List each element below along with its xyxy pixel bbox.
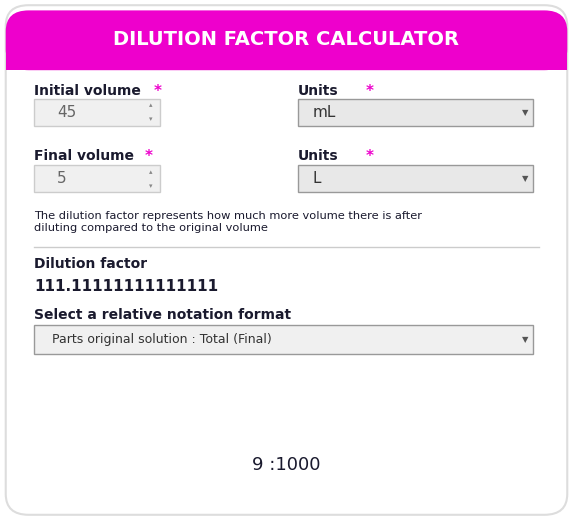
Text: mL: mL — [312, 105, 336, 120]
Text: The dilution factor represents how much more volume there is after: The dilution factor represents how much … — [34, 211, 422, 222]
FancyBboxPatch shape — [34, 325, 533, 354]
FancyBboxPatch shape — [298, 165, 533, 192]
Text: ▼: ▼ — [521, 108, 528, 117]
Text: Dilution factor: Dilution factor — [34, 257, 147, 271]
Text: ▴: ▴ — [149, 102, 152, 109]
Text: DILUTION FACTOR CALCULATOR: DILUTION FACTOR CALCULATOR — [113, 30, 460, 49]
Text: ▼: ▼ — [521, 334, 528, 344]
Text: 45: 45 — [57, 105, 77, 120]
Text: Initial volume: Initial volume — [34, 84, 142, 98]
Text: Select a relative notation format: Select a relative notation format — [34, 308, 292, 321]
FancyBboxPatch shape — [34, 165, 160, 192]
Text: *: * — [366, 149, 374, 163]
FancyBboxPatch shape — [298, 99, 533, 126]
Text: ▾: ▾ — [149, 183, 152, 189]
FancyBboxPatch shape — [6, 5, 567, 515]
Text: ▾: ▾ — [149, 116, 152, 122]
Text: 111.11111111111111: 111.11111111111111 — [34, 279, 218, 293]
FancyBboxPatch shape — [6, 10, 567, 70]
Text: Units: Units — [298, 84, 339, 98]
Text: *: * — [366, 84, 374, 98]
Text: Parts original solution : Total (Final): Parts original solution : Total (Final) — [52, 333, 272, 346]
FancyBboxPatch shape — [6, 39, 567, 70]
FancyBboxPatch shape — [34, 99, 160, 126]
Text: ▼: ▼ — [521, 174, 528, 184]
Text: 5: 5 — [57, 172, 67, 186]
Text: ▴: ▴ — [149, 169, 152, 175]
Text: *: * — [154, 84, 162, 98]
Text: *: * — [144, 149, 152, 163]
Text: Final volume: Final volume — [34, 149, 135, 163]
Text: 9 :1000: 9 :1000 — [252, 457, 321, 474]
Text: diluting compared to the original volume: diluting compared to the original volume — [34, 223, 268, 233]
Text: L: L — [312, 172, 321, 186]
Text: Units: Units — [298, 149, 339, 163]
